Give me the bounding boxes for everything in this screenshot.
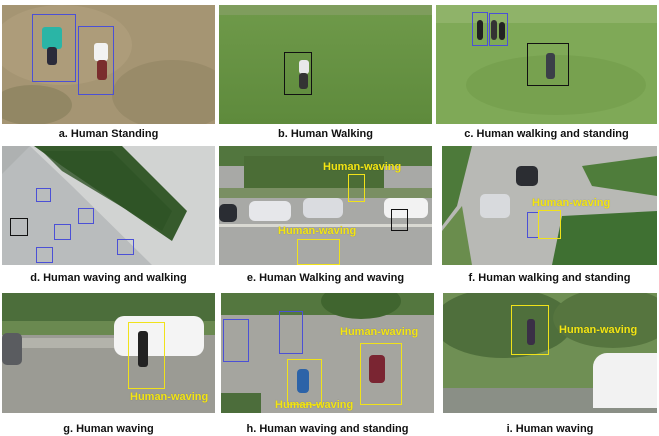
label-i-waving: Human-waving [559, 324, 638, 336]
panel-i-caption: i. Human waving [506, 423, 594, 435]
bbox-standing-2 [78, 26, 114, 95]
panel-d-caption: d. Human waving and walking [30, 272, 187, 284]
label-g-waving: Human-waving [130, 391, 209, 403]
panel-e-image: Human-waving Human-waving [219, 146, 432, 265]
label-h-waving-1: Human-waving [340, 326, 419, 338]
bbox-e-waving-2 [297, 239, 340, 265]
bbox-standing-c-1 [472, 12, 488, 46]
panel-c-image [436, 5, 657, 124]
panel-f-image: Human-waving [442, 146, 657, 265]
panel-g-image: Human-waving [2, 293, 215, 413]
bbox-d-1 [36, 188, 51, 202]
panel-e-caption: e. Human Walking and waving [246, 272, 405, 284]
bbox-d-3 [54, 224, 71, 240]
panel-h-image: Human-waving Human-waving [221, 293, 434, 413]
bbox-h-waving-1 [287, 359, 322, 405]
bbox-standing-c-2 [489, 13, 508, 46]
bbox-d-5 [36, 247, 53, 263]
panel-i-image: Human-waving [443, 293, 657, 413]
panel-h-caption: h. Human waving and standing [246, 423, 409, 435]
bbox-d-4 [78, 208, 94, 224]
label-e-waving-2: Human-waving [278, 225, 357, 237]
bbox-e-walking [391, 209, 408, 231]
bbox-e-waving-1 [348, 174, 365, 202]
bbox-f-waving [538, 210, 561, 239]
label-h-waving-2: Human-waving [275, 399, 354, 411]
panel-b-caption: b. Human Walking [278, 128, 373, 140]
bbox-d-6 [117, 239, 134, 255]
panel-b-image [219, 5, 432, 124]
panel-c-caption: c. Human walking and standing [464, 128, 629, 140]
bbox-h-waving-2 [360, 343, 402, 405]
bbox-i-waving [511, 305, 549, 355]
bbox-h-standing-2 [279, 311, 303, 354]
bbox-h-standing-1 [223, 319, 249, 362]
panel-f-caption: f. Human walking and standing [468, 272, 631, 284]
label-e-waving-1: Human-waving [323, 161, 402, 173]
panel-d-image [2, 146, 215, 265]
bbox-walking [284, 52, 312, 95]
panel-a-caption: a. Human Standing [58, 128, 159, 140]
bbox-g-waving [128, 322, 165, 389]
panel-g-caption: g. Human waving [63, 423, 154, 435]
panel-a-image [2, 5, 215, 124]
bbox-d-2 [10, 218, 28, 236]
bbox-walking-c [527, 43, 569, 86]
bbox-standing-1 [32, 14, 76, 82]
label-f-waving: Human-waving [532, 197, 611, 209]
